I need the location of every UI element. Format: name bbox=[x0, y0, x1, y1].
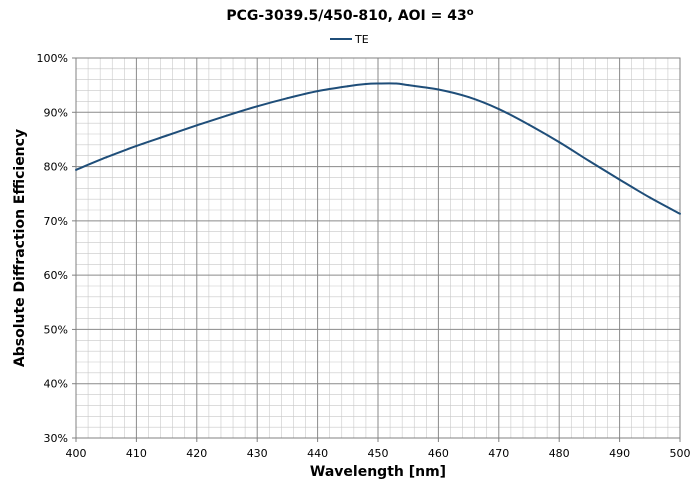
y-tick-label: 30% bbox=[44, 432, 68, 445]
x-tick-label: 410 bbox=[126, 447, 147, 460]
data-point bbox=[226, 114, 228, 117]
data-point bbox=[286, 97, 289, 100]
data-point bbox=[346, 85, 349, 88]
data-point bbox=[135, 144, 138, 147]
x-tick-label: 430 bbox=[247, 447, 268, 460]
series-layer bbox=[75, 82, 681, 215]
data-point bbox=[648, 196, 651, 199]
data-point bbox=[105, 156, 108, 159]
data-point bbox=[618, 178, 621, 181]
data-point bbox=[377, 82, 379, 85]
x-tick-label: 440 bbox=[307, 447, 328, 460]
data-point bbox=[407, 84, 410, 87]
data-point bbox=[395, 82, 398, 85]
x-tick-label: 400 bbox=[66, 447, 87, 460]
data-point bbox=[528, 123, 530, 126]
y-tick-label: 70% bbox=[44, 215, 68, 228]
data-point bbox=[195, 124, 198, 127]
data-point bbox=[558, 141, 561, 144]
data-point bbox=[165, 134, 168, 137]
x-tick-label: 500 bbox=[670, 447, 691, 460]
legend-label: TE bbox=[354, 33, 369, 46]
y-tick-label: 80% bbox=[44, 161, 68, 174]
x-tick-label: 450 bbox=[368, 447, 389, 460]
y-tick-label: 100% bbox=[37, 52, 68, 65]
data-point bbox=[256, 105, 259, 108]
y-tick-label: 60% bbox=[44, 269, 68, 282]
data-point bbox=[316, 90, 319, 93]
minor-gridlines bbox=[76, 58, 680, 438]
y-tick-label: 90% bbox=[44, 106, 68, 119]
x-tick-label: 460 bbox=[428, 447, 449, 460]
legend: TE bbox=[330, 33, 369, 46]
x-axis-label: Wavelength [nm] bbox=[310, 464, 446, 480]
data-point bbox=[588, 160, 591, 163]
chart-title: PCG-3039.5/450-810, AOI = 43o bbox=[226, 7, 473, 24]
x-tick-label: 480 bbox=[549, 447, 570, 460]
y-tick-label: 50% bbox=[44, 323, 68, 336]
chart-title-superscript: o bbox=[467, 7, 474, 18]
data-point bbox=[679, 212, 681, 215]
y-axis-label: Absolute Diffraction Efficiency bbox=[12, 129, 28, 367]
y-tick-label: 40% bbox=[44, 378, 68, 391]
x-tick-label: 420 bbox=[186, 447, 207, 460]
data-point bbox=[364, 83, 367, 86]
x-tick-label: 470 bbox=[488, 447, 509, 460]
y-axis-ticks: 30% 40% 50% 60% 70% 80% 90% 100% bbox=[37, 52, 76, 445]
data-point bbox=[467, 96, 470, 99]
data-point bbox=[75, 168, 77, 171]
data-point bbox=[437, 88, 440, 91]
x-tick-label: 490 bbox=[609, 447, 630, 460]
x-axis-ticks: 400 410 420 430 440 450 460 470 480 490 500 bbox=[66, 438, 691, 460]
data-point bbox=[497, 108, 500, 111]
major-gridlines bbox=[76, 58, 680, 438]
